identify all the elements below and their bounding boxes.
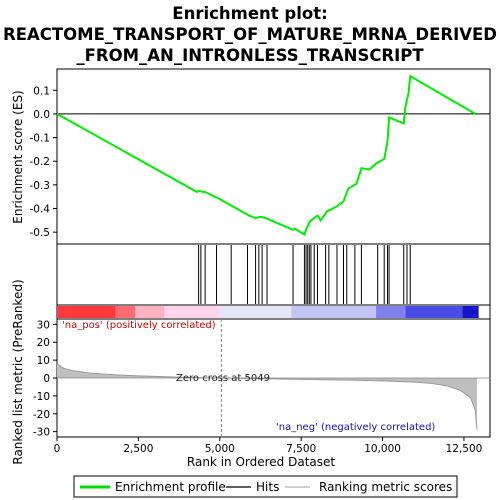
metric-y-tick-label-3: 0: [43, 373, 50, 385]
x-tick-label-0: 0: [54, 443, 61, 455]
es-y-tick-label-5: -0.4: [30, 204, 51, 216]
es-y-tick-label-6: -0.5: [30, 227, 51, 239]
es-y-axis-label: Enrichment score (ES): [11, 90, 25, 223]
x-tick-label-4: 10,000: [364, 443, 401, 455]
metric-y-tick-label-0: 30: [37, 319, 50, 331]
hits-layer: [198, 245, 411, 304]
chart-title-line-3: _FROM_AN_INTRONLESS_TRANSCRIPT: [76, 46, 424, 65]
heatbar-segment-3: [164, 306, 220, 318]
es-y-tick-label-1: 0.0: [33, 109, 50, 121]
es-panel-frame: [56, 68, 491, 245]
es-layer: [56, 74, 490, 236]
chart-title-line-2: REACTOME_TRANSPORT_OF_MATURE_MRNA_DERIVE…: [3, 25, 497, 44]
heatbar-segment-0: [57, 306, 116, 318]
axes-layer: 0.1 0.0 -0.1 -0.2 -0.3 -0.4 -0.5 30 20 10 0 -10 -20 -…: [30, 85, 483, 455]
x-tick-label-3: 7,500: [286, 443, 316, 455]
zero-cross-label: Zero cross at 5049: [176, 373, 270, 384]
chart-title-line-1: Enrichment plot:: [172, 4, 327, 23]
heatbar-segment-4: [219, 306, 292, 318]
legend-enrichment-label: Enrichment profile: [115, 480, 226, 494]
x-tick-label-2: 5,000: [205, 443, 235, 455]
x-tick-label-1: 2,500: [123, 443, 153, 455]
metric-y-tick-label-6: -30: [33, 427, 50, 439]
heatbar-segment-5: [291, 306, 377, 318]
es-y-tick-label-4: -0.3: [30, 180, 51, 192]
metric-y-axis-label: Ranked list metric (PreRanked): [11, 279, 25, 464]
positive-correlation-label: 'na_pos' (positively correlated): [62, 320, 216, 331]
heatbar-segment-7: [405, 306, 463, 318]
x-axis-label: Rank in Ordered Dataset: [187, 455, 335, 469]
legend-box: [73, 475, 458, 498]
hits-panel-frame: [56, 243, 491, 306]
heatbar-segment-8: [462, 306, 479, 318]
metric-y-tick-label-1: 20: [37, 337, 50, 349]
legend-metric-label: Ranking metric scores: [319, 480, 452, 494]
heatbar-segment-1: [115, 306, 136, 318]
legend-hits-label: Hits: [256, 480, 279, 494]
es-y-tick-label-2: -0.1: [30, 133, 51, 145]
metric-layer: [56, 319, 490, 437]
metric-y-tick-label-4: -10: [33, 391, 50, 403]
negative-correlation-label: 'na_neg' (negatively correlated): [276, 422, 435, 433]
enrichment-profile-line: [56, 74, 476, 236]
heatbar-segment-6: [376, 306, 406, 318]
heatbar-segment-2: [135, 306, 165, 318]
metric-y-tick-label-2: 10: [37, 355, 50, 367]
es-y-tick-label-3: -0.2: [30, 156, 51, 168]
heatbar-layer: [57, 306, 479, 318]
x-tick-label-5: 12,500: [446, 443, 483, 455]
es-y-tick-label-0: 0.1: [33, 85, 50, 97]
metric-y-tick-label-5: -20: [33, 409, 50, 421]
